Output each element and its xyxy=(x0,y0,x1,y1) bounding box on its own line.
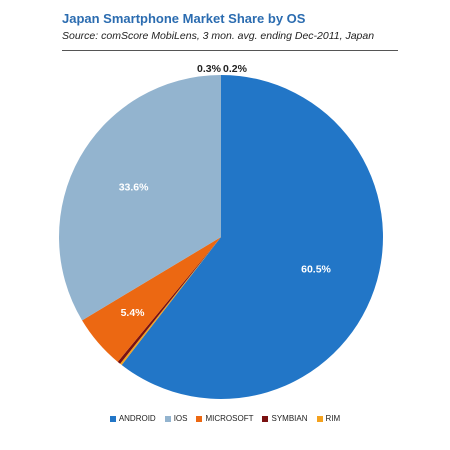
legend-item-ios: IOS xyxy=(164,414,188,423)
legend-item-symbian: SYMBIAN xyxy=(262,414,308,423)
pie-labels: 60.5% 0.2%0.3% 5.4% 33.6% xyxy=(119,63,332,319)
legend-swatch-symbian xyxy=(262,415,269,422)
slice-label-microsoft: 5.4% xyxy=(121,307,146,319)
slice-label-rim: 0.2% xyxy=(223,63,248,75)
chart-subtitle: Source: comScore MobiLens, 3 mon. avg. e… xyxy=(62,30,375,42)
legend-swatch-android xyxy=(109,415,116,422)
pie-slice-ios xyxy=(59,75,221,321)
title-divider xyxy=(62,50,398,51)
chart-legend: ANDROID IOS MICROSOFT SYMBIAN RIM xyxy=(0,414,450,423)
legend-label-microsoft: MICROSOFT xyxy=(205,414,254,423)
pie-slice-android xyxy=(121,75,384,399)
legend-label-android: ANDROID xyxy=(118,414,156,423)
slice-label-android: 60.5% xyxy=(301,263,331,275)
legend-label-rim: RIM xyxy=(325,414,341,423)
pie-slice-symbian xyxy=(117,237,221,364)
pie-slices xyxy=(59,75,384,399)
legend-item-microsoft: MICROSOFT xyxy=(196,414,253,423)
legend-swatch-microsoft xyxy=(196,415,203,422)
legend-label-symbian: SYMBIAN xyxy=(271,414,308,423)
legend-item-rim: RIM xyxy=(316,414,341,423)
legend-swatch-ios xyxy=(164,415,171,422)
legend-item-android: ANDROID xyxy=(109,414,156,423)
legend-label-ios: IOS xyxy=(173,414,188,423)
pie-slice-microsoft xyxy=(82,237,221,362)
chart-title: Japan Smartphone Market Share by OS xyxy=(62,11,306,26)
legend-swatch-rim xyxy=(316,415,323,422)
slice-label-symbian: 0.3% xyxy=(197,63,222,75)
pie-slice-rim xyxy=(120,237,221,366)
slice-label-ios: 33.6% xyxy=(119,181,149,193)
